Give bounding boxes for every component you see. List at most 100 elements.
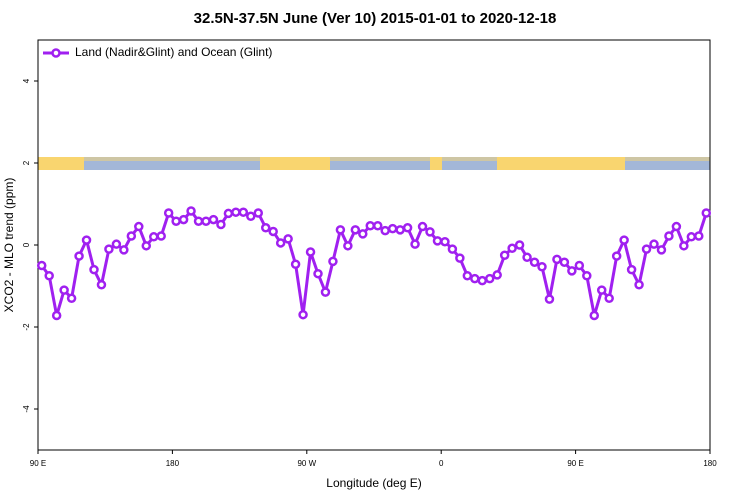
- data-point: [358, 229, 368, 239]
- data-point: [44, 271, 54, 281]
- data-point: [686, 232, 697, 242]
- y-tick-label: -4: [22, 405, 31, 413]
- data-point: [134, 221, 144, 232]
- data-point: [470, 273, 480, 284]
- data-point: [283, 234, 293, 244]
- data-point: [671, 221, 682, 232]
- data-point: [514, 240, 525, 250]
- y-tick-label: -2: [22, 323, 31, 331]
- data-point: [186, 206, 196, 216]
- data-point: [246, 211, 256, 222]
- data-point: [425, 227, 435, 237]
- data-point: [343, 241, 353, 251]
- data-point: [141, 241, 152, 251]
- data-point: [395, 225, 405, 235]
- data-point: [499, 250, 510, 260]
- data-point: [522, 252, 532, 263]
- data-point: [89, 264, 99, 275]
- data-point: [59, 285, 69, 295]
- data-point: [268, 226, 278, 237]
- data-point: [178, 214, 189, 225]
- data-point: [126, 231, 137, 241]
- data-point: [694, 231, 704, 241]
- data-point: [417, 221, 428, 232]
- data-point: [634, 280, 644, 290]
- data-point: [619, 235, 629, 245]
- data-point: [582, 271, 592, 281]
- data-point: [440, 236, 450, 247]
- y-tick-label: 4: [22, 78, 31, 83]
- data-point: [567, 266, 577, 276]
- data-point: [484, 273, 495, 284]
- data-point: [171, 216, 181, 226]
- data-point: [529, 257, 540, 267]
- data-point: [163, 208, 174, 218]
- legend-label: Land (Nadir&Glint) and Ocean (Glint): [75, 45, 272, 59]
- data-point: [574, 260, 585, 271]
- data-point: [664, 231, 674, 241]
- data-point: [201, 216, 211, 226]
- x-tick-label: 90 E: [30, 459, 46, 468]
- data-point: [119, 245, 129, 255]
- data-point: [596, 285, 607, 295]
- data-point: [66, 293, 77, 304]
- data-point: [313, 268, 323, 279]
- data-point: [216, 219, 226, 230]
- data-point: [649, 239, 659, 249]
- x-axis-label: Longitude (deg E): [326, 476, 421, 490]
- data-point: [328, 256, 338, 267]
- data-point: [552, 254, 562, 265]
- data-point: [298, 309, 308, 320]
- data-point: [148, 232, 159, 242]
- data-point: [544, 294, 555, 304]
- data-point: [455, 253, 465, 263]
- y-axis-label: XCO2 - MLO trend (ppm): [2, 178, 16, 313]
- data-point: [238, 207, 249, 217]
- data-point: [589, 310, 600, 321]
- data-point: [365, 220, 376, 231]
- data-point: [656, 245, 667, 255]
- data-point: [410, 239, 420, 249]
- data-point: [701, 208, 712, 218]
- data-point: [36, 260, 47, 271]
- data-point: [477, 275, 488, 286]
- legend-marker: [51, 48, 61, 58]
- chart-title: 32.5N-37.5N June (Ver 10) 2015-01-01 to …: [194, 10, 557, 27]
- data-point: [96, 280, 107, 290]
- data-point: [507, 243, 517, 254]
- data-point: [320, 287, 331, 297]
- data-point: [223, 208, 234, 219]
- data-point: [231, 207, 241, 217]
- x-tick-label: 0: [439, 459, 444, 468]
- data-point: [253, 208, 264, 218]
- data-point: [380, 225, 390, 236]
- data-point: [387, 223, 398, 234]
- y-tick-label: 0: [22, 242, 31, 247]
- x-tick-label: 90 E: [567, 459, 583, 468]
- data-point: [275, 238, 286, 248]
- data-point: [260, 223, 271, 233]
- data-point: [559, 257, 570, 267]
- data-point: [372, 220, 383, 231]
- y-tick-label: 2: [22, 160, 31, 165]
- data-point: [641, 244, 652, 254]
- data-point: [290, 259, 301, 270]
- data-point: [208, 214, 219, 225]
- data-point: [111, 239, 122, 249]
- data-point: [81, 235, 92, 245]
- data-point: [462, 271, 473, 281]
- data-point: [350, 225, 361, 235]
- data-point: [626, 264, 637, 275]
- data-point: [492, 270, 502, 280]
- data-point: [604, 293, 614, 304]
- land-ocean-strip: [38, 157, 710, 170]
- data-point: [51, 310, 62, 321]
- data-point: [156, 231, 166, 241]
- plot-frame: [37, 39, 711, 451]
- data-point: [74, 251, 84, 261]
- data-point: [537, 261, 547, 272]
- x-tick-label: 180: [166, 459, 180, 468]
- data-point: [447, 244, 458, 254]
- data-point: [402, 223, 413, 233]
